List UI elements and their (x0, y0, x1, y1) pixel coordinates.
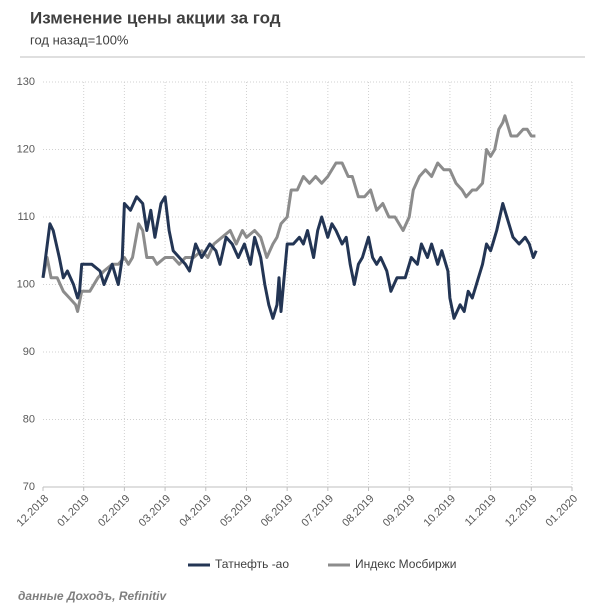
chart-title: Изменение цены акции за год (30, 8, 281, 27)
line-series (41, 114, 536, 313)
y-tick-label: 90 (23, 346, 35, 358)
y-tick-label: 130 (17, 76, 35, 88)
x-tick-label: 01.2019 (55, 493, 92, 530)
x-tick-label: 07.2019 (299, 493, 336, 530)
x-tick-label: 05.2019 (218, 493, 255, 530)
x-tick-label: 12.2018 (15, 493, 52, 530)
x-tick-label: 06.2019 (259, 493, 296, 530)
x-tick-label: 11.2019 (463, 493, 499, 529)
x-tick-label: 08.2019 (340, 493, 377, 530)
y-tick-label: 120 (17, 143, 35, 155)
legend-label: Татнефть -ао (215, 557, 289, 571)
chart-subtitle: год назад=100% (30, 32, 129, 47)
x-tick-label: 01.2020 (544, 493, 581, 530)
x-tick-label: 02.2019 (96, 493, 133, 530)
x-tick-label: 04.2019 (177, 493, 214, 530)
y-tick-label: 70 (23, 481, 35, 493)
y-tick-label: 110 (17, 211, 35, 223)
x-tick-label: 03.2019 (137, 493, 174, 530)
y-tick-label: 80 (23, 413, 35, 425)
x-tick-label: 09.2019 (381, 493, 418, 530)
x-tick-label: 10.2019 (421, 493, 458, 530)
source-note: данные Доходъ, Refinitiv (18, 589, 167, 603)
line-series (41, 195, 538, 320)
y-tick-label: 100 (17, 278, 35, 290)
x-tick-label: 12.2019 (503, 493, 540, 530)
legend-label: Индекс Мосбиржи (355, 557, 456, 571)
